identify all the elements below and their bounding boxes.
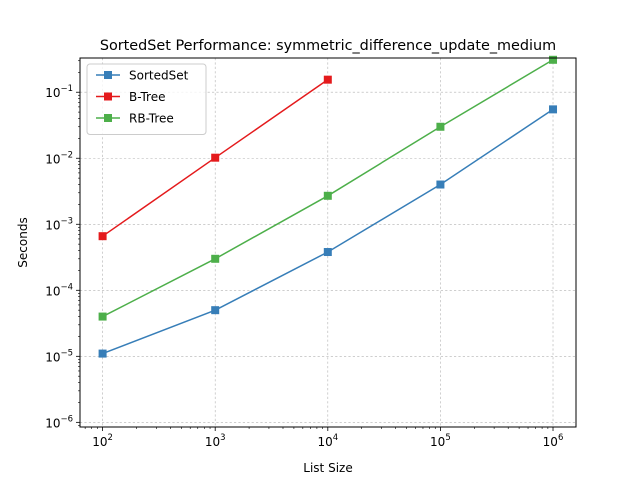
y-tick-label-base: 10 bbox=[45, 284, 60, 298]
y-tick-label-exponent: −2 bbox=[60, 150, 73, 160]
chart-title: SortedSet Performance: symmetric_differe… bbox=[100, 38, 556, 54]
data-point-sortedset bbox=[98, 349, 107, 358]
data-point-b-tree bbox=[98, 232, 107, 241]
y-tick-label-exponent: −3 bbox=[60, 216, 73, 226]
data-point-sortedset bbox=[549, 105, 558, 114]
legend-item-rb-tree: RB-Tree bbox=[96, 112, 174, 126]
legend-swatch-marker bbox=[104, 92, 112, 101]
legend-label: B-Tree bbox=[129, 90, 165, 104]
y-tick-label-exponent: −1 bbox=[60, 84, 73, 94]
x-tick-label-exponent: 2 bbox=[108, 433, 113, 443]
legend: SortedSet B-Tree RB-Tree bbox=[86, 63, 207, 135]
data-point-rb-tree bbox=[211, 254, 220, 263]
x-tick-label-exponent: 5 bbox=[445, 433, 450, 443]
data-point-rb-tree bbox=[323, 191, 332, 200]
x-tick-label: 102 bbox=[92, 433, 113, 449]
data-point-rb-tree bbox=[98, 312, 107, 321]
data-point-b-tree bbox=[211, 153, 220, 162]
data-point-rb-tree bbox=[436, 122, 445, 131]
y-tick-label-base: 10 bbox=[45, 86, 60, 100]
legend-label: SortedSet bbox=[129, 69, 189, 83]
x-tick-label-base: 10 bbox=[543, 435, 558, 449]
x-tick-label-exponent: 3 bbox=[220, 433, 225, 443]
y-tick-label-exponent: −6 bbox=[60, 414, 73, 424]
legend-swatch-marker bbox=[104, 114, 112, 122]
x-tick-label-exponent: 4 bbox=[333, 433, 338, 443]
y-tick-label-base: 10 bbox=[45, 416, 60, 430]
y-tick-label-base: 10 bbox=[45, 350, 60, 364]
x-axis-label: List Size bbox=[303, 461, 352, 475]
y-tick-label-exponent: −5 bbox=[60, 348, 73, 358]
series-sortedset bbox=[98, 105, 558, 358]
x-tick-label: 105 bbox=[430, 433, 451, 449]
y-tick-label: 10−6 bbox=[45, 414, 73, 430]
grid bbox=[80, 58, 576, 427]
legend-item-sortedset: SortedSet bbox=[96, 69, 189, 83]
x-tick-label: 106 bbox=[543, 433, 564, 449]
data-point-sortedset bbox=[211, 306, 220, 315]
y-tick-label-base: 10 bbox=[45, 218, 60, 232]
x-tick-label-base: 10 bbox=[92, 435, 107, 449]
x-tick-label: 103 bbox=[205, 433, 226, 449]
y-tick-label: 10−4 bbox=[45, 282, 73, 298]
y-axis-label: Seconds bbox=[16, 217, 30, 267]
data-point-rb-tree bbox=[549, 55, 558, 64]
data-point-b-tree bbox=[323, 75, 332, 84]
series-b-tree bbox=[98, 75, 332, 241]
y-tick-label: 10−1 bbox=[45, 84, 73, 100]
x-tick-label-base: 10 bbox=[430, 435, 445, 449]
y-tick-label-exponent: −4 bbox=[60, 282, 73, 292]
y-tick-label: 10−2 bbox=[45, 150, 73, 166]
legend-box bbox=[86, 63, 207, 135]
data-point-sortedset bbox=[323, 248, 332, 257]
legend-label: RB-Tree bbox=[129, 112, 174, 126]
x-tick-label: 104 bbox=[317, 433, 338, 449]
x-tick-label-exponent: 6 bbox=[558, 433, 563, 443]
legend-item-b-tree: B-Tree bbox=[96, 90, 165, 104]
y-tick-label: 10−5 bbox=[45, 348, 73, 364]
x-tick-label-base: 10 bbox=[205, 435, 220, 449]
legend-swatch-marker bbox=[104, 71, 112, 79]
series-rb-tree bbox=[98, 55, 558, 321]
series-layer bbox=[98, 55, 558, 358]
y-tick-label: 10−3 bbox=[45, 216, 73, 232]
y-tick-label-base: 10 bbox=[45, 152, 60, 166]
x-tick-label-base: 10 bbox=[317, 435, 332, 449]
data-point-sortedset bbox=[436, 180, 445, 189]
